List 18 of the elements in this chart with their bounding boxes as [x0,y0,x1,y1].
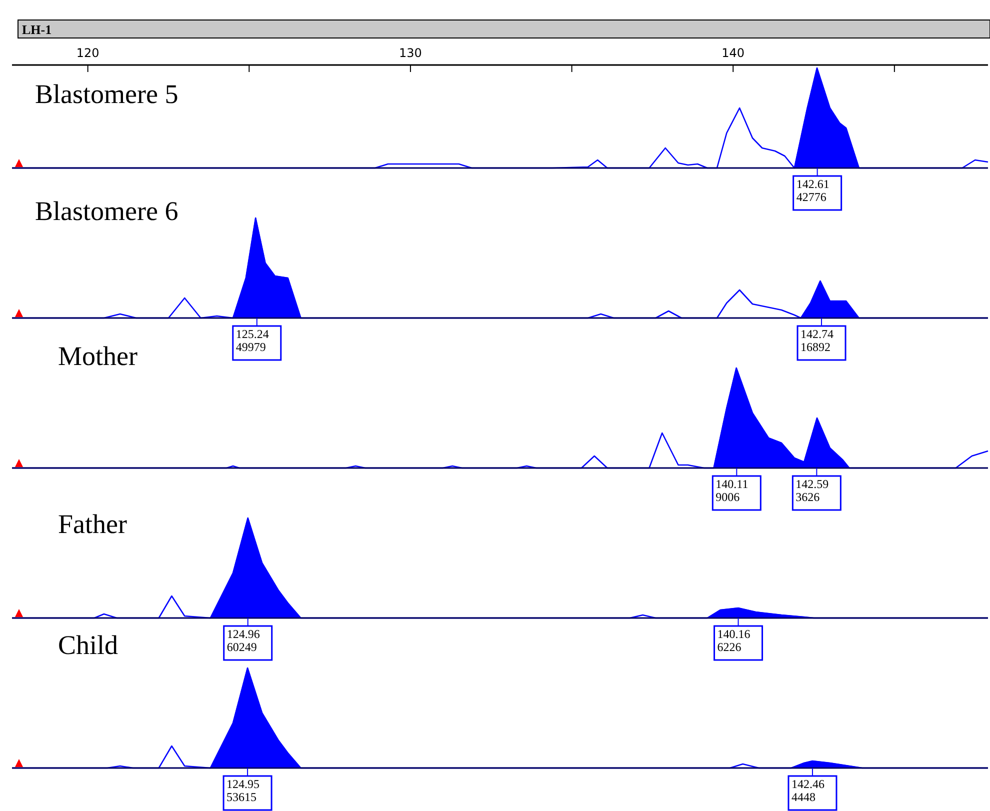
text: LH-1 [22,22,52,37]
x-tick-label: 130 [399,46,422,60]
chart-title: Child [58,630,119,660]
chart-title: Blastomere 5 [35,79,178,109]
annotation: 140.11 9006 [716,477,748,504]
annotation: 125.24 49979 [236,327,269,354]
annotation: 142.59 3626 [796,477,829,504]
annotation: 124.96 60249 [226,627,260,654]
chart-title: Father [58,509,127,539]
chart-title: Blastomere 6 [35,196,178,226]
annotation: 142.61 42776 [796,177,830,204]
x-tick-label: 140 [722,46,745,60]
annotation: 142.74 16892 [800,327,834,354]
annotation: 142.46 4448 [791,777,824,804]
annotation: 140.16 6226 [717,627,750,654]
annotation: 124.95 53615 [226,777,260,804]
x-tick-label: 120 [76,46,100,60]
chart-title: Mother [58,341,138,371]
